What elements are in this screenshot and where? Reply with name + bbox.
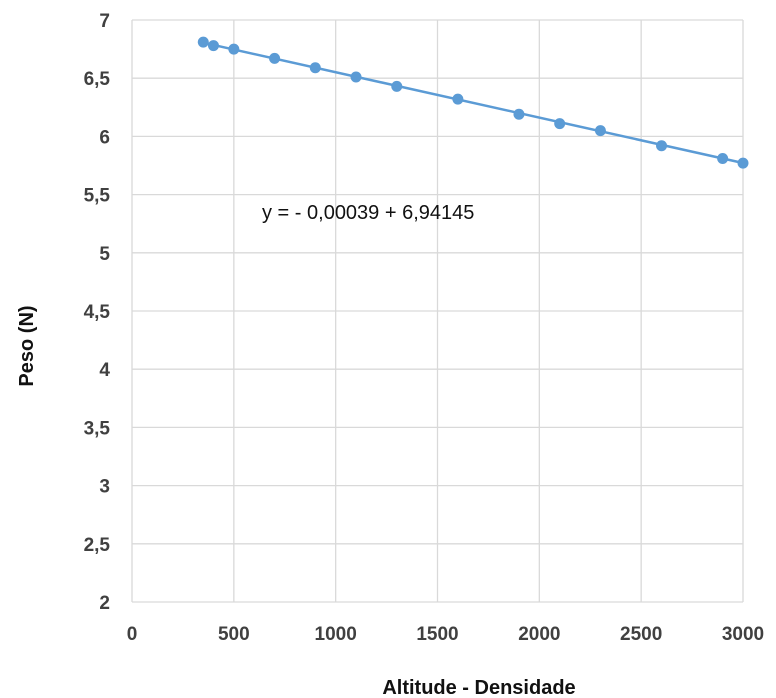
x-axis-title: Altitude - Densidade xyxy=(382,677,575,698)
y-tick-label: 5 xyxy=(99,244,110,265)
y-tick-label: 3 xyxy=(99,477,110,498)
data-point xyxy=(391,80,403,92)
gridlines xyxy=(131,19,744,603)
x-tick-label: 3000 xyxy=(722,624,764,645)
y-tick-label: 7 xyxy=(99,11,110,32)
y-axis-title: Peso (N) xyxy=(16,305,38,386)
y-tick-label: 5,5 xyxy=(84,186,111,207)
y-tick-label: 2,5 xyxy=(84,535,111,556)
y-tick-label: 4,5 xyxy=(84,302,111,323)
y-tick-label: 3,5 xyxy=(84,418,111,439)
x-tick-label: 0 xyxy=(127,624,138,645)
data-point xyxy=(228,43,240,55)
y-tick-label: 6 xyxy=(99,127,110,148)
y-tick-label: 6,5 xyxy=(84,69,111,90)
trendline-group xyxy=(203,41,744,165)
x-tick-label: 500 xyxy=(218,624,250,645)
x-tick-label: 1000 xyxy=(315,624,357,645)
data-point xyxy=(554,118,566,130)
y-tick-label: 2 xyxy=(99,593,110,614)
data-point xyxy=(309,62,321,74)
x-tick-label: 1500 xyxy=(416,624,458,645)
data-point xyxy=(350,71,362,83)
data-point xyxy=(207,40,219,52)
data-point xyxy=(656,140,668,152)
data-point xyxy=(269,52,281,64)
y-tick-label: 4 xyxy=(99,360,110,381)
data-points xyxy=(197,36,749,169)
x-axis-ticks: 0 500 1000 1500 2000 2500 3000 xyxy=(127,624,764,645)
trendline-equation: y = - 0,00039 + 6,94145 xyxy=(262,202,474,224)
y-axis-ticks: 2 2,5 3 3,5 4 4,5 5 5,5 6 6,5 7 xyxy=(84,11,111,614)
data-point xyxy=(737,157,749,169)
data-point xyxy=(452,93,464,105)
x-tick-label: 2500 xyxy=(620,624,662,645)
trendline xyxy=(203,41,744,165)
data-point xyxy=(594,125,606,137)
x-tick-label: 2000 xyxy=(518,624,560,645)
data-point xyxy=(513,108,525,120)
data-point xyxy=(197,36,209,48)
data-point xyxy=(717,153,729,165)
